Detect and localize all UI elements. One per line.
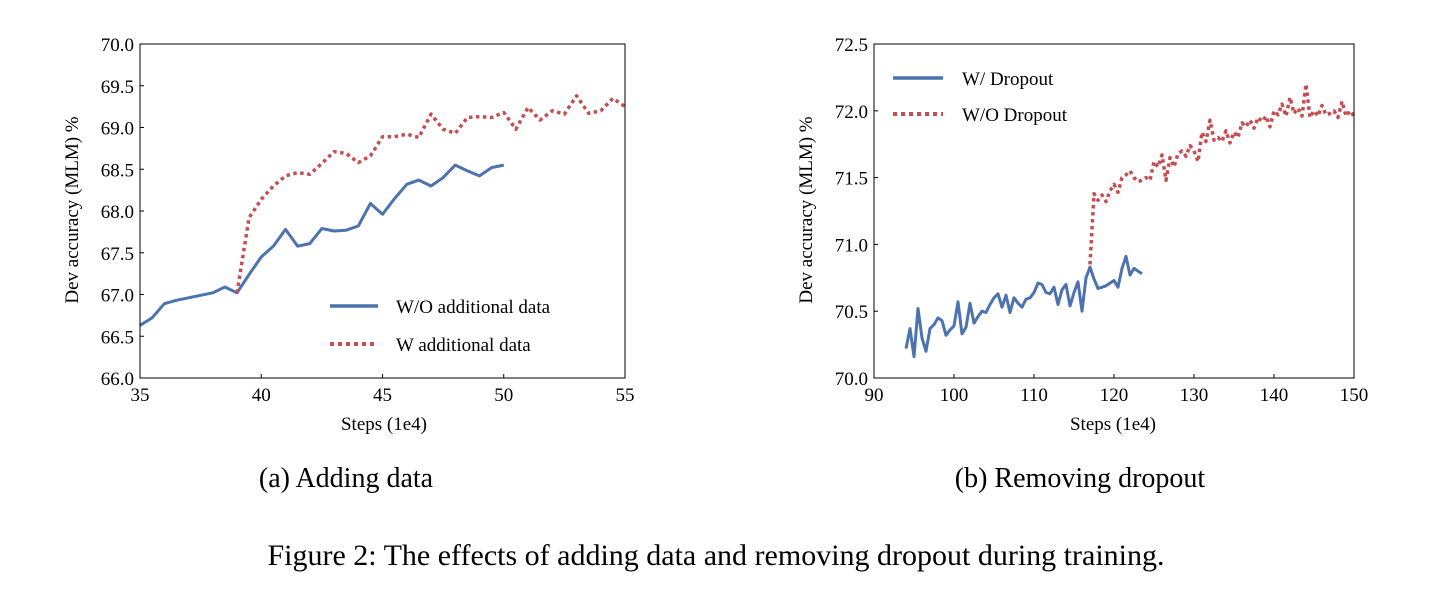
x-axis-label: Steps (1e4): [341, 414, 427, 435]
y-tick-label: 70.0: [835, 369, 868, 390]
y-tick-label: 70.5: [835, 302, 868, 323]
y-tick-label: 68.5: [101, 160, 134, 181]
x-tick-label: 55: [616, 385, 635, 406]
legend: W/O additional data W additional data: [330, 297, 551, 356]
y-tick-label: 68.0: [101, 202, 134, 223]
x-axis-label: Steps (1e4): [1070, 414, 1156, 435]
plot-frame: [139, 43, 626, 379]
y-tick-label: 66.0: [101, 369, 134, 390]
y-tick-label: 67.0: [101, 286, 134, 307]
x-tick-label: 35: [131, 385, 150, 406]
legend-label-without-additional-data: W/O additional data: [396, 297, 551, 318]
y-tick-label: 72.0: [835, 102, 868, 123]
y-tick-label: 69.0: [101, 119, 134, 140]
legend-label-with-dropout: W/ Dropout: [962, 69, 1054, 90]
y-tick-label: 66.5: [101, 327, 134, 348]
legend-label-without-dropout: W/O Dropout: [962, 105, 1068, 126]
y-tick-label: 72.5: [835, 35, 868, 56]
y-tick-label: 71.5: [835, 169, 868, 190]
legend: W/ Dropout W/O Dropout: [893, 69, 1068, 126]
x-tick-label: 50: [494, 385, 513, 406]
x-tick-label: 110: [1020, 385, 1048, 406]
plot-frame: [873, 43, 1355, 379]
panel-removing-dropout: 90 100 110 120 130 140 150 70.0 70.5 71.0 71.5 72.0…: [796, 35, 1368, 494]
y-axis-label: Dev accuracy (MLM) %: [796, 116, 817, 303]
y-axis-label: Dev accuracy (MLM) %: [62, 116, 83, 303]
legend-label-with-additional-data: W additional data: [396, 335, 531, 356]
figure-caption: Figure 2: The effects of adding data and…: [267, 539, 1164, 572]
y-tick-label: 67.5: [101, 244, 134, 265]
x-tick-label: 140: [1260, 385, 1289, 406]
x-tick-label: 120: [1100, 385, 1129, 406]
y-tick-label: 69.5: [101, 77, 134, 98]
x-tick-label: 40: [252, 385, 271, 406]
x-tick-label: 150: [1340, 385, 1369, 406]
x-tick-label: 130: [1180, 385, 1209, 406]
series-line-w-additional-data: [235, 94, 626, 294]
subcaption-a: (a) Adding data: [259, 463, 434, 494]
y-tick-label: 70.0: [101, 35, 134, 56]
x-tick-label: 100: [940, 385, 969, 406]
subcaption-b: (b) Removing dropout: [955, 463, 1206, 494]
series-line-w-o-dropout: [1088, 82, 1356, 265]
x-tick-label: 45: [373, 385, 392, 406]
y-tick-label: 71.0: [835, 235, 868, 256]
series-line-w-o-additional-data: [139, 163, 505, 327]
x-tick-label: 90: [865, 385, 884, 406]
panel-adding-data: 35 40 45 50 55 66.0 66.5 67.0 67.5 68.0 68.5 69.0 69…: [62, 35, 635, 494]
series-line-w-dropout: [904, 254, 1143, 359]
